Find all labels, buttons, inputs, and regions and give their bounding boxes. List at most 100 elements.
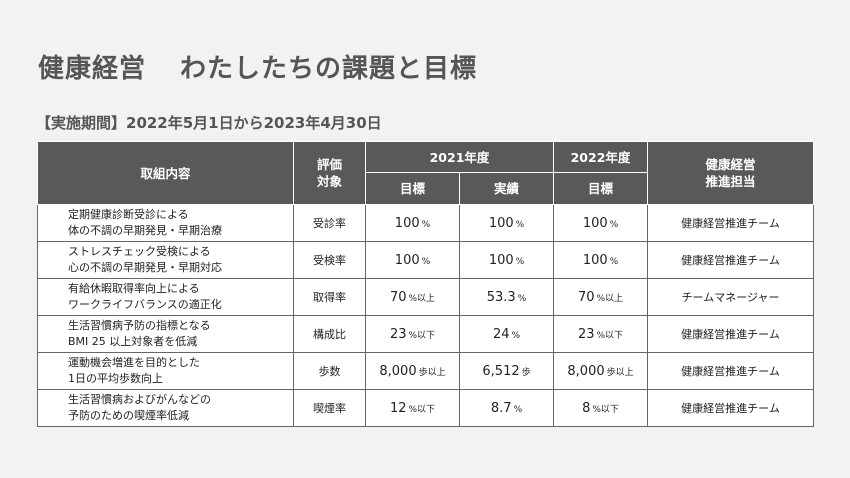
owner-cell: チームマネージャー [647,278,815,316]
item-line1: 運動機会増進を目的とした [68,356,200,369]
header-2022: 2022年度 [553,141,649,173]
item-line1: ストレスチェック受検による [68,245,211,258]
unit: % [609,219,619,230]
unit: 歩以上 [606,367,634,378]
unit: 歩 [521,367,531,378]
title-part2: わたしたちの課題と目標 [180,54,478,84]
target-cell: 受診率 [293,204,366,242]
goal-2022-cell: 100% [553,241,649,279]
table-row: 運動機会増進を目的とした 1日の平均歩数向上 歩数 8,000 歩以上 6,512 歩… [37,352,815,390]
item-cell: 生活習慣病およびがんなどの 予防のための喫煙率低減 [37,389,294,427]
table-row: ストレスチェック受検による 心の不調の早期発見・早期対応 受検率 100% 100… [37,241,815,279]
value: 24 [492,326,510,342]
unit: % [511,330,521,341]
actual-2021-cell: 8.7% [458,389,555,427]
item-line2: 体の不調の早期発見・早期治療 [68,224,222,237]
unit: % [515,256,525,267]
unit: %以下 [408,330,436,341]
target-cell: 歩数 [293,352,366,390]
value: 23 [577,326,595,342]
unit: % [421,256,431,267]
value: 12 [389,400,407,416]
header-2022-goal: 目標 [553,172,649,205]
value: 53.3 [486,289,516,305]
owner-cell: 健康経営推進チーム [647,352,815,390]
unit: %以下 [596,330,624,341]
goal-2021-cell: 70 %以上 [365,278,460,316]
header-2021-actual: 実績 [458,172,555,205]
unit: % [609,256,619,267]
header-target: 評価 対象 [293,141,366,205]
unit: %以上 [408,293,436,304]
owner-cell: 健康経営推進チーム [647,204,815,242]
table-row: 生活習慣病予防の指標となる BMI 25 以上対象者を低減 構成比 23 %以下 2… [37,315,815,353]
value: 100 [394,252,420,268]
target-cell: 構成比 [293,315,366,353]
unit: % [513,404,523,415]
item-line1: 生活習慣病予防の指標となる [68,319,211,332]
value: 70 [577,289,595,305]
value: 100 [488,215,514,231]
owner-cell: 健康経営推進チーム [647,241,815,279]
unit: %以下 [408,404,436,415]
item-line2: 1日の平均歩数向上 [68,372,163,385]
goal-2021-cell: 100% [365,241,460,279]
value: 6,512 [482,363,520,379]
value: 8 [582,400,591,416]
value: 100 [582,215,608,231]
item-cell: 有給休暇取得率向上による ワークライフバランスの適正化 [37,278,294,316]
goals-table: 取組内容 評価 対象 2021年度 2022年度 健康経営 推進担当 目標 実績… [37,141,815,427]
unit: % [517,293,527,304]
target-cell: 受検率 [293,241,366,279]
header-2021: 2021年度 [364,141,555,173]
target-cell: 喫煙率 [293,389,366,427]
goal-2022-cell: 23 %以下 [553,315,649,353]
value: 100 [488,252,514,268]
item-line1: 定期健康診断受診による [68,208,189,221]
owner-cell: 健康経営推進チーム [647,389,815,427]
value: 100 [394,215,420,231]
implementation-period: 【実施期間】2022年5月1日から2023年4月30日 [36,114,382,132]
table-row: 生活習慣病およびがんなどの 予防のための喫煙率低減 喫煙率 12 %以下 8.7% … [37,389,815,427]
unit: % [421,219,431,230]
value: 8,000 [567,363,605,379]
item-line1: 生活習慣病およびがんなどの [68,393,211,406]
goal-2022-cell: 8,000 歩以上 [553,352,649,390]
unit: %以上 [596,293,624,304]
table-row: 有給休暇取得率向上による ワークライフバランスの適正化 取得率 70 %以上 53.… [37,278,815,316]
value: 8.7 [490,400,512,416]
header-owner: 健康経営 推進担当 [647,141,815,205]
goal-2021-cell: 12 %以下 [365,389,460,427]
header-target-line2: 対象 [316,174,342,189]
goal-2021-cell: 8,000 歩以上 [365,352,460,390]
item-cell: 生活習慣病予防の指標となる BMI 25 以上対象者を低減 [37,315,294,353]
unit: % [515,219,525,230]
value: 100 [582,252,608,268]
header-target-line1: 評価 [316,157,342,172]
header-owner-line1: 健康経営 [705,157,756,172]
actual-2021-cell: 53.3% [458,278,555,316]
value: 70 [389,289,407,305]
actual-2021-cell: 100% [458,204,555,242]
item-cell: 定期健康診断受診による体の不調の早期発見・早期治療 [37,204,294,242]
goal-2022-cell: 100% [553,204,649,242]
item-line2: ワークライフバランスの適正化 [68,298,222,311]
value: 8,000 [379,363,417,379]
unit: %以下 [592,404,619,415]
value: 23 [389,326,407,342]
goal-2021-cell: 23 %以下 [365,315,460,353]
goal-2022-cell: 8 %以下 [553,389,649,427]
actual-2021-cell: 24% [458,315,555,353]
actual-2021-cell: 100% [458,241,555,279]
table-row: 定期健康診断受診による 体の不調の早期発見・早期治療 受診率 100% 100% … [37,204,815,242]
goal-2021-cell: 100% [365,204,460,242]
owner-cell: 健康経営推進チーム [647,315,815,353]
target-cell: 取得率 [293,278,366,316]
item-cell: ストレスチェック受検による 心の不調の早期発見・早期対応 [37,241,294,279]
page-title: 健康経営 わたしたちの課題と目標 [38,48,477,85]
title-part1: 健康経営 [38,54,147,84]
header-2021-goal: 目標 [365,172,460,205]
unit: 歩以上 [418,367,446,378]
header-item: 取組内容 [37,141,294,205]
item-cell: 運動機会増進を目的とした 1日の平均歩数向上 [37,352,294,390]
